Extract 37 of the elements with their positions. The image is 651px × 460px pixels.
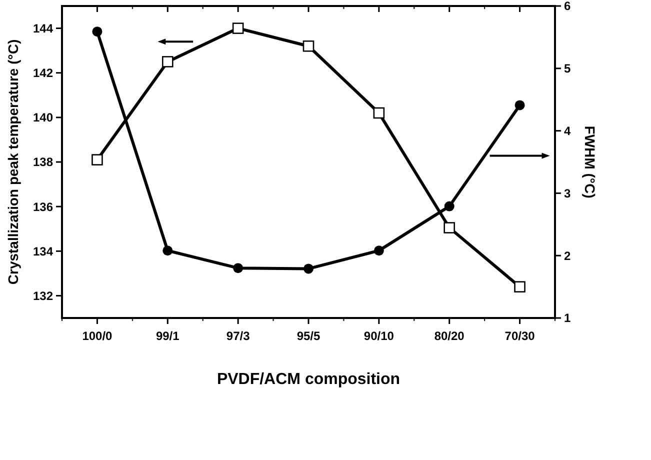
x-tick-label: 90/10 — [364, 329, 394, 343]
point — [233, 263, 244, 274]
y-tick-label: 134 — [32, 244, 54, 258]
point — [514, 100, 525, 110]
point — [514, 281, 526, 292]
x-tick-label: 99/1 — [156, 329, 180, 343]
x-tick-label: 80/20 — [434, 329, 465, 343]
y-tick-label: 138 — [32, 155, 54, 170]
point — [444, 201, 454, 212]
y2-tick-label: 2 — [564, 248, 571, 263]
point — [302, 40, 314, 52]
y-tick-label: 140 — [32, 110, 54, 125]
x-tick-label: 70/30 — [504, 329, 536, 343]
point — [232, 22, 244, 34]
y-tick-label: 144 — [32, 21, 54, 36]
y-axis-title: Crystallization peak temperature (°C) — [5, 39, 21, 285]
point — [373, 107, 385, 119]
x-tick-label: 100/0 — [82, 329, 113, 343]
y-tick-label: 132 — [32, 288, 54, 303]
point — [92, 26, 102, 37]
y-tick-label: 136 — [32, 200, 54, 214]
x-tick-label: 95/5 — [296, 329, 320, 343]
y2-tick-label: 6 — [564, 0, 571, 14]
point — [162, 56, 174, 68]
y-tick-label: 142 — [32, 66, 54, 80]
y2-tick-label: 4 — [564, 124, 571, 138]
point — [304, 264, 314, 274]
point — [444, 222, 456, 234]
point — [92, 154, 103, 166]
y2-axis-title: FWHM (°C) — [582, 126, 598, 198]
point — [162, 246, 173, 256]
y2-tick-label: 3 — [564, 186, 571, 200]
point — [374, 246, 384, 256]
y2-tick-label: 1 — [564, 311, 571, 326]
x-tick-label: 97/3 — [226, 329, 250, 343]
y2-tick-label: 5 — [564, 62, 571, 76]
x-axis-title: PVDF/ACM composition — [216, 371, 400, 388]
